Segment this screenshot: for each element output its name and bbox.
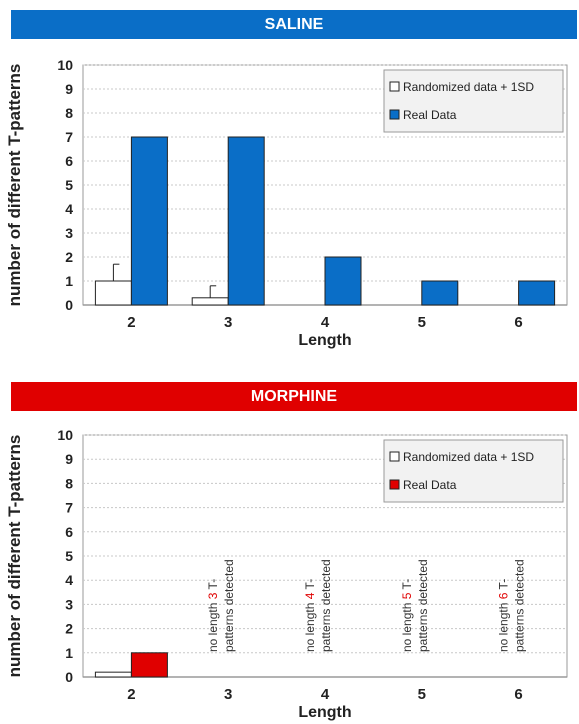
annotation-line1: no length 5 T- <box>400 579 414 652</box>
x-tick-label: 2 <box>127 314 135 331</box>
x-tick-label: 2 <box>127 686 135 703</box>
y-tick-label: 1 <box>65 273 73 289</box>
y-tick-label: 8 <box>65 475 73 491</box>
y-tick-label: 10 <box>57 57 73 73</box>
y-tick-label: 0 <box>65 669 73 685</box>
real-data-bar <box>324 256 362 306</box>
morphine-chart: 0 1 2 3 4 5 6 7 8 9 10 number of different T-patter… <box>5 427 568 721</box>
annotation-prefix: no length <box>497 599 511 652</box>
x-tick-label: 6 <box>514 314 522 331</box>
annotation-prefix: no length <box>303 599 317 652</box>
legend-box <box>383 439 564 503</box>
y-tick-label: 5 <box>65 548 73 564</box>
legend-swatch-randomized <box>389 81 400 92</box>
annotation-prefix: no length <box>400 599 414 652</box>
x-tick-label: 5 <box>418 686 426 703</box>
annotation-line1: no length 4 T- <box>303 579 317 652</box>
legend-label: Randomized data + 1SD <box>403 450 534 464</box>
legend-label: Real Data <box>403 108 457 122</box>
x-axis-label: Length <box>298 332 351 349</box>
annotation-line1: no length 3 T- <box>206 579 220 652</box>
x-tick-label: 4 <box>321 686 330 703</box>
annotation-number: 4 <box>303 592 317 599</box>
y-tick-label: 9 <box>65 81 73 97</box>
y-tick-label: 7 <box>65 129 73 145</box>
y-tick-label: 6 <box>65 524 73 540</box>
annotation-line2: patterns detected <box>222 559 236 652</box>
annotation-number: 5 <box>400 592 414 599</box>
y-tick-label: 4 <box>65 572 73 588</box>
y-tick-label: 3 <box>65 225 73 241</box>
saline-chart: 0 1 2 3 4 5 6 7 8 9 10 number of different T-patter… <box>5 57 568 349</box>
y-tick-label: 2 <box>65 621 73 637</box>
annotation-line1: no length 6 T- <box>497 579 511 652</box>
saline-chart-title: SALINE <box>11 10 577 39</box>
legend-swatch-real <box>389 479 400 490</box>
legend-box <box>383 69 564 133</box>
x-tick-label: 4 <box>321 314 330 331</box>
randomized-bar <box>191 297 229 306</box>
annotation-suffix: T- <box>497 579 511 593</box>
x-tick-label: 3 <box>224 686 232 703</box>
annotation-number: 3 <box>206 592 220 599</box>
y-tick-label: 3 <box>65 596 73 612</box>
annotation-suffix: T- <box>206 579 220 593</box>
real-data-bar <box>130 652 168 678</box>
real-data-bar <box>518 280 556 306</box>
legend-swatch-real <box>389 109 400 120</box>
annotation-number: 6 <box>497 592 511 599</box>
annotation-line2: patterns detected <box>513 559 527 652</box>
y-axis-label: number of different T-patterns <box>5 64 24 307</box>
legend-label: Real Data <box>403 478 457 492</box>
y-tick-label: 5 <box>65 177 73 193</box>
x-axis-label: Length <box>298 704 351 721</box>
y-tick-label: 7 <box>65 500 73 516</box>
real-data-bar <box>227 136 265 306</box>
y-tick-label: 9 <box>65 451 73 467</box>
annotation-suffix: T- <box>400 579 414 593</box>
randomized-bar <box>94 671 132 678</box>
x-tick-label: 6 <box>514 686 522 703</box>
y-tick-label: 6 <box>65 153 73 169</box>
y-axis-label: number of different T-patterns <box>5 435 24 678</box>
morphine-chart-title: MORPHINE <box>11 382 577 411</box>
y-tick-label: 8 <box>65 105 73 121</box>
y-tick-label: 4 <box>65 201 73 217</box>
y-tick-label: 0 <box>65 297 73 313</box>
y-tick-label: 2 <box>65 249 73 265</box>
annotation-suffix: T- <box>303 579 317 593</box>
annotation-line2: patterns detected <box>416 559 430 652</box>
annotation-prefix: no length <box>206 599 220 652</box>
x-tick-label: 5 <box>418 314 426 331</box>
legend-swatch-randomized <box>389 451 400 462</box>
legend-label: Randomized data + 1SD <box>403 80 534 94</box>
x-tick-label: 3 <box>224 314 232 331</box>
y-tick-label: 10 <box>57 427 73 443</box>
real-data-bar <box>130 136 168 306</box>
real-data-bar <box>421 280 459 306</box>
y-tick-label: 1 <box>65 645 73 661</box>
randomized-bar <box>94 280 132 306</box>
annotation-line2: patterns detected <box>319 559 333 652</box>
